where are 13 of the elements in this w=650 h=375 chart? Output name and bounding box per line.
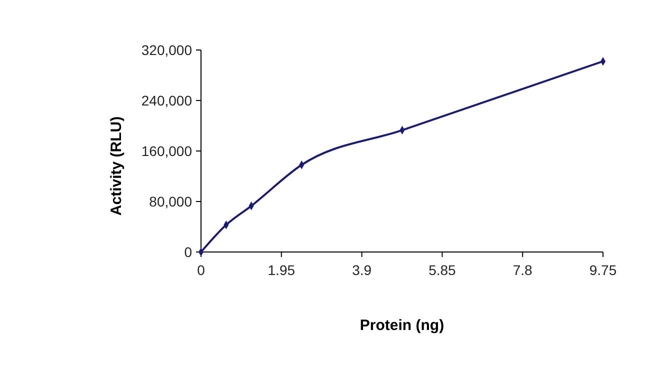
y-tick-label: 320,000 (141, 42, 192, 58)
y-tick-label: 160,000 (141, 142, 192, 159)
x-tick-label: 5.85 (428, 262, 456, 278)
y-tick-label: 0 (184, 244, 192, 260)
y-tick-label: 80,000 (149, 193, 192, 210)
x-tick-label: 9.75 (589, 262, 617, 278)
x-tick-label: 3.9 (352, 262, 372, 278)
y-tick-label: 240,000 (141, 92, 192, 108)
y-axis-title: Activity (RLU) (108, 116, 125, 216)
x-tick-label: 0 (197, 262, 206, 278)
x-tick-label: 7.8 (512, 262, 533, 278)
x-axis-title: Protein (ng) (360, 317, 444, 334)
x-tick-label: 1.95 (268, 262, 296, 278)
